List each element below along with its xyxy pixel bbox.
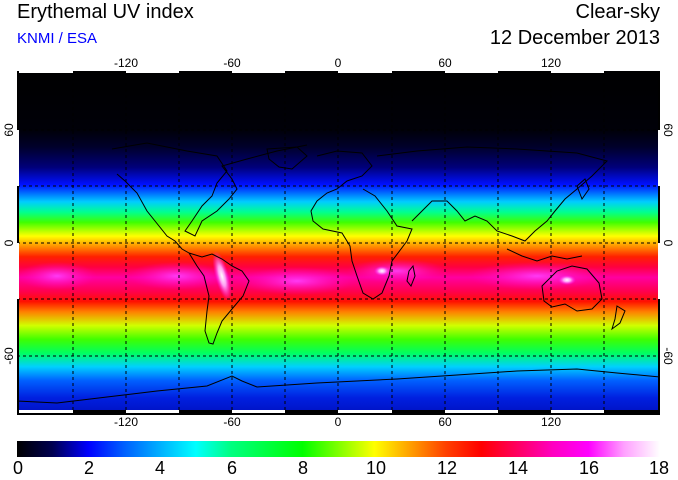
lon-tick-top: -60	[223, 56, 241, 70]
lon-tick-bottom: -120	[113, 415, 139, 429]
lon-tick-top: 120	[540, 56, 562, 70]
colorbar-label: 14	[507, 458, 529, 478]
source-credit: KNMI / ESA	[17, 30, 98, 47]
lat-tick-left: 0	[2, 239, 16, 247]
lat-tick-right: 60	[661, 123, 675, 137]
colorbar-label: 12	[436, 458, 458, 478]
colorbar-label: 6	[226, 458, 238, 478]
date-label: 12 December 2013	[489, 27, 660, 49]
lat-tick-right: 0	[661, 239, 675, 247]
map-title: Erythemal UV index	[17, 1, 194, 23]
lon-tick-top: 60	[438, 56, 452, 70]
lat-tick-right: -60	[661, 347, 675, 365]
map-frame	[17, 71, 660, 415]
colorbar-label: 4	[154, 458, 166, 478]
lon-tick-bottom: 60	[438, 415, 452, 429]
lat-tick-left: 60	[2, 123, 16, 137]
lon-tick-bottom: -60	[223, 415, 241, 429]
lon-tick-bottom: 0	[334, 415, 342, 429]
colorbar-label: 0	[12, 458, 24, 478]
colorbar-label: 2	[83, 458, 95, 478]
lon-tick-top: 0	[334, 56, 342, 70]
lon-tick-bottom: 120	[540, 415, 562, 429]
lat-tick-left: -60	[2, 347, 16, 365]
colorbar-label: 16	[578, 458, 600, 478]
lon-tick-top: -120	[113, 56, 139, 70]
uv-colorbar	[17, 441, 660, 457]
sky-condition-label: Clear-sky	[575, 1, 660, 23]
colorbar-label: 8	[297, 458, 309, 478]
uv-index-map[interactable]	[17, 71, 660, 415]
map-canvas	[17, 71, 660, 415]
colorbar-label: 18	[648, 458, 670, 478]
colorbar-label: 10	[365, 458, 387, 478]
